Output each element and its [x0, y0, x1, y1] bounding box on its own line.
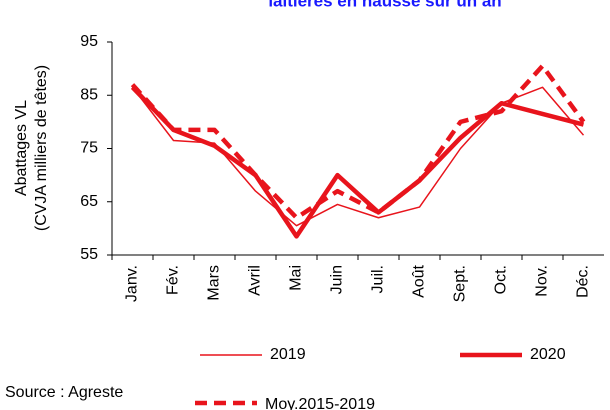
x-tick-label: Juin [329, 265, 346, 294]
legend-label: 2019 [270, 346, 306, 363]
legend-label: 2020 [530, 346, 566, 363]
x-tick-label: Nov. [534, 265, 551, 297]
chart-title: laitières en hausse sur un an [268, 0, 501, 10]
y-tick-label: 55 [80, 246, 98, 263]
x-tick-label: Mai [288, 265, 305, 291]
y-tick-label: 75 [80, 140, 98, 157]
source: Source : Agreste [5, 384, 123, 401]
y-tick-label: 65 [80, 193, 98, 210]
x-tick-label: Juil. [370, 265, 387, 293]
x-tick-label: Avril [247, 265, 264, 296]
y-tick-label: 95 [80, 33, 98, 50]
x-tick-label: Sept. [452, 265, 469, 302]
legend-label: Moy.2015-2019 [265, 396, 375, 410]
x-tick-label: Janv. [124, 265, 141, 302]
y-axis-label: (CVJA milliers de têtes) [33, 65, 50, 231]
series-line [130, 85, 585, 239]
x-tick-label: Août [411, 264, 428, 297]
y-axis-label: Abattages VL [13, 100, 30, 196]
y-tick-label: 85 [80, 86, 98, 103]
x-tick-label: Mars [206, 265, 223, 301]
series-line [130, 63, 586, 220]
x-tick-label: Oct. [493, 265, 510, 294]
x-tick-label: Fév. [165, 265, 182, 295]
x-tick-label: Déc. [575, 265, 592, 298]
